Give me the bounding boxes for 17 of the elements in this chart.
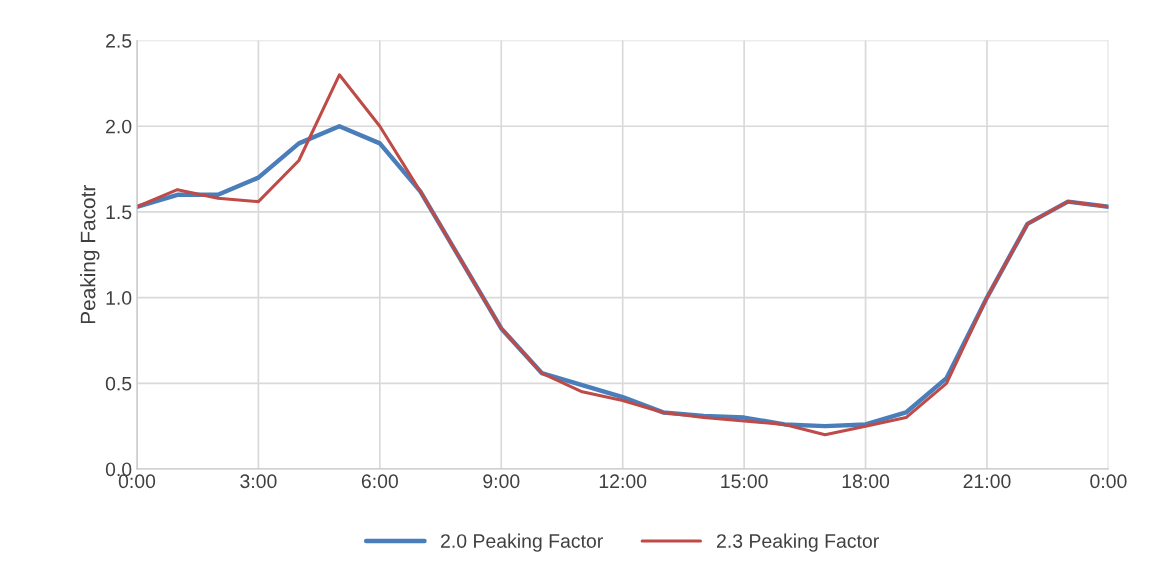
legend-label: 2.3 Peaking Factor [717,533,879,552]
y-tick-label: 1.0 [106,291,132,305]
x-tick-label: 3:00 [240,474,277,489]
y-tick-label: 0.5 [105,376,132,391]
line-series [136,73,1109,437]
x-tick-label: 15:00 [721,474,768,489]
y-tick-label: 1.5 [106,205,132,220]
x-tick-label: 12:00 [599,474,647,489]
legend-label: 2.0 Peaking Factor [441,533,603,552]
x-tick-label: 0:00 [1090,474,1127,489]
x-tick-label: 18:00 [842,474,890,489]
y-tick-label: 2.5 [106,34,132,48]
x-tick-label: 9:00 [483,474,520,489]
y-axis-title: Peaking Facotr [80,185,100,324]
y-tick-label: 2.0 [106,119,132,134]
x-tick-label: 6:00 [361,474,398,489]
x-tick-label: 21:00 [963,474,1011,489]
